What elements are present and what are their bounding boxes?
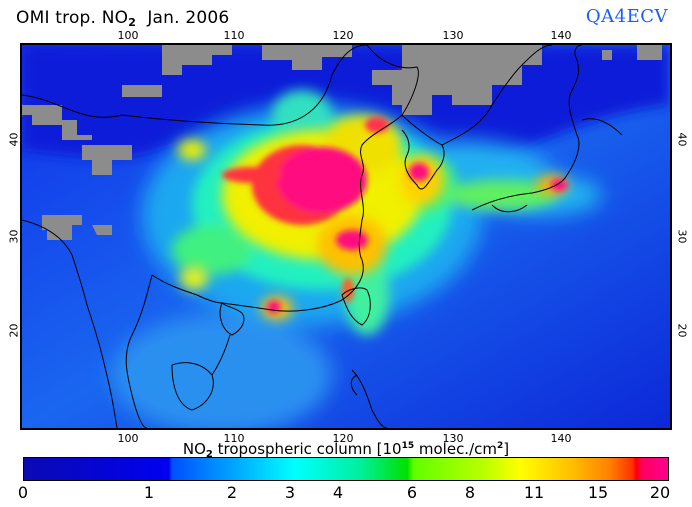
- colorbar-tick-label: 6: [407, 483, 417, 502]
- colorbar-tick-label: 11: [524, 483, 544, 502]
- colorbar-tick-label: 3: [285, 483, 295, 502]
- no2-map: [20, 43, 672, 430]
- title-text: OMI trop. NO: [16, 8, 128, 28]
- latitude-tick-label: 40: [676, 130, 689, 150]
- longitude-tick-label: 120: [333, 29, 354, 42]
- colorbar: [23, 457, 669, 481]
- colorbar-tick-label: 1: [144, 483, 154, 502]
- latitude-tick-label: 30: [676, 227, 689, 247]
- colorbar-tick-label: 2: [227, 483, 237, 502]
- axis-label-middle: tropospheric column [10: [213, 440, 402, 458]
- axis-label-no: NO: [183, 440, 206, 458]
- colorbar-tick-label: 20: [650, 483, 670, 502]
- axis-label-end: ]: [503, 440, 509, 458]
- axis-label-exp: 15: [402, 441, 415, 451]
- colorbar-tick-label: 15: [588, 483, 608, 502]
- title-date: Jan. 2006: [147, 8, 229, 28]
- colorbar-tick-label: 8: [465, 483, 475, 502]
- title-subscript: 2: [128, 16, 136, 29]
- colorbar-tick-label: 0: [18, 483, 28, 502]
- latitude-tick-label: 40: [8, 130, 21, 150]
- chart-title: OMI trop. NO2 Jan. 2006: [16, 8, 229, 29]
- longitude-tick-label: 140: [551, 29, 572, 42]
- latitude-tick-label: 20: [8, 321, 21, 341]
- latitude-tick-label: 20: [676, 321, 689, 341]
- longitude-tick-label: 130: [443, 29, 464, 42]
- axis-label-units: molec./cm: [414, 440, 497, 458]
- longitude-tick-label: 110: [224, 29, 245, 42]
- colorbar-tick-label: 4: [333, 483, 343, 502]
- map-canvas: [22, 45, 670, 428]
- longitude-tick-label: 100: [118, 29, 139, 42]
- latitude-tick-label: 30: [8, 227, 21, 247]
- brand-logo: QA4ECV: [586, 6, 668, 27]
